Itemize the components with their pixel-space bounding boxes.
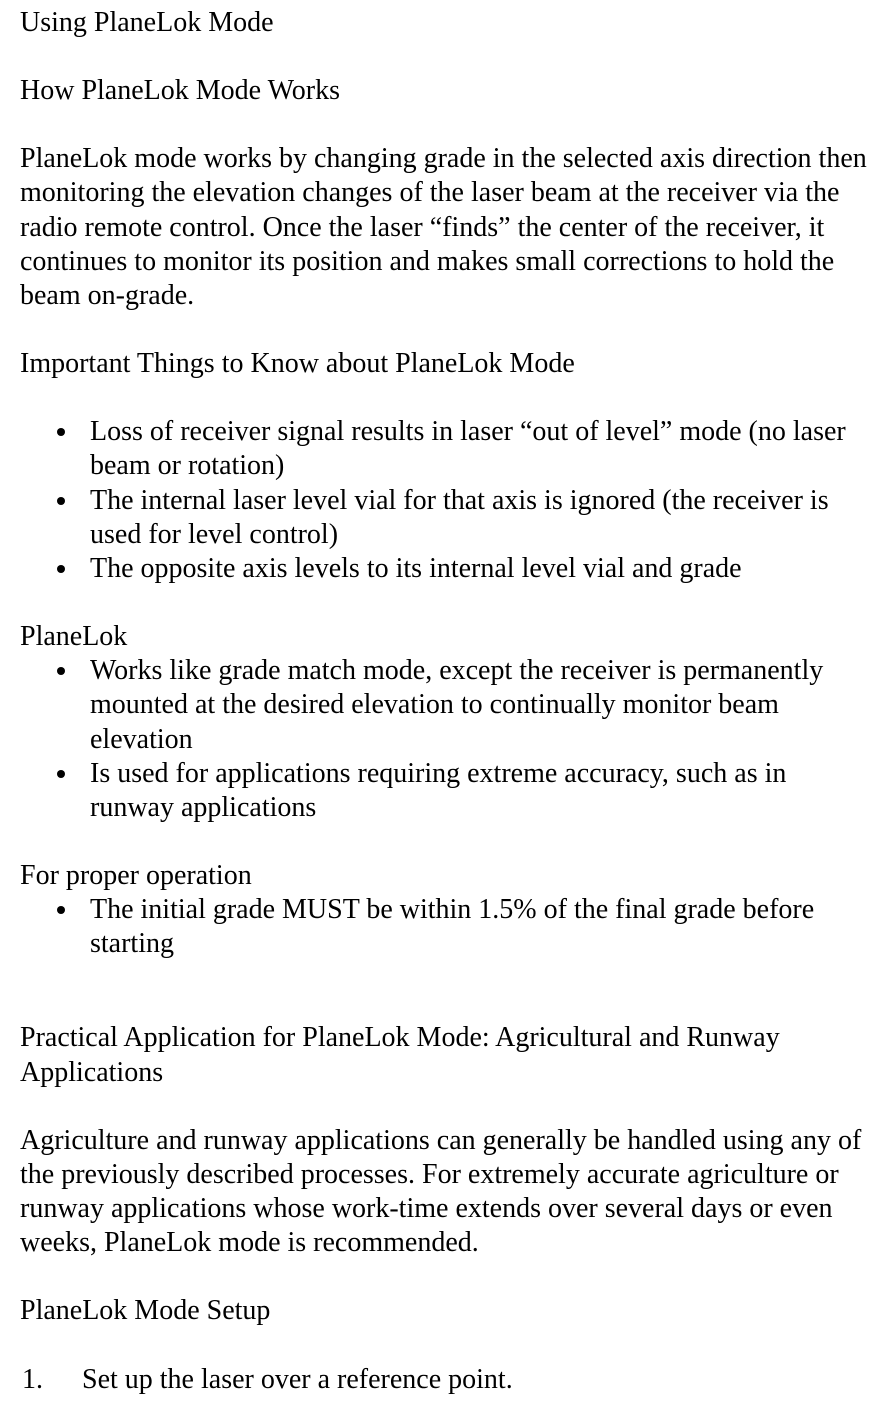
- section-heading-practical: Practical Application for PlaneLok Mode:…: [20, 1021, 875, 1089]
- list-item: Loss of receiver signal results in laser…: [80, 415, 875, 483]
- list-item: Is used for applications requiring extre…: [80, 757, 875, 825]
- section-heading-important: Important Things to Know about PlaneLok …: [20, 347, 875, 381]
- list-item: Works like grade match mode, except the …: [80, 654, 875, 756]
- paragraph-how: PlaneLok mode works by changing grade in…: [20, 142, 875, 313]
- planelok-bullet-list: Works like grade match mode, except the …: [20, 654, 875, 825]
- section-heading-how: How PlaneLok Mode Works: [20, 74, 875, 108]
- list-item: The initial grade MUST be within 1.5% of…: [80, 893, 875, 961]
- important-bullet-list: Loss of receiver signal results in laser…: [20, 415, 875, 586]
- paragraph-practical: Agriculture and runway applications can …: [20, 1124, 875, 1261]
- subsection-heading-planelok: PlaneLok: [20, 620, 875, 654]
- section-heading-setup: PlaneLok Mode Setup: [20, 1294, 875, 1328]
- setup-step-list: Set up the laser over a reference point.: [20, 1363, 875, 1397]
- list-item: The internal laser level vial for that a…: [80, 484, 875, 552]
- list-item: Set up the laser over a reference point.: [50, 1363, 875, 1397]
- page-title: Using PlaneLok Mode: [20, 6, 875, 40]
- proper-bullet-list: The initial grade MUST be within 1.5% of…: [20, 893, 875, 961]
- subsection-heading-proper: For proper operation: [20, 859, 875, 893]
- document-page: Using PlaneLok Mode How PlaneLok Mode Wo…: [0, 0, 895, 1417]
- list-item: The opposite axis levels to its internal…: [80, 552, 875, 586]
